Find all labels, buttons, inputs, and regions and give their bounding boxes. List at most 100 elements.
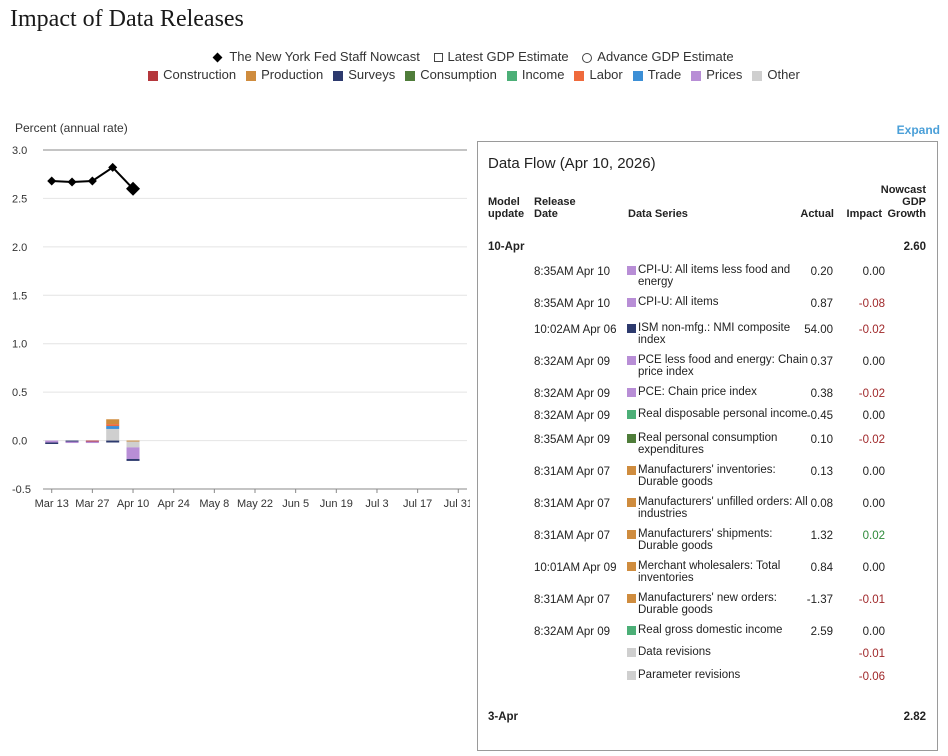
data-series-name: Data revisions	[638, 646, 711, 658]
table-row: 8:32AM Apr 09 PCE less food and energy: C…	[478, 354, 939, 380]
x-tick-label: Jul 3	[365, 498, 388, 510]
legend-labor-label: Labor	[589, 67, 623, 82]
nowcast-point	[47, 176, 57, 186]
nowcast-point	[87, 176, 97, 186]
impact-bar-segment	[85, 441, 99, 444]
impact-value: -0.08	[858, 298, 885, 310]
legend-production[interactable]: Production	[246, 67, 323, 82]
legend-latest-gdp[interactable]: Latest GDP Estimate	[433, 49, 569, 64]
actual-value: 0.10	[810, 434, 833, 446]
table-row: 8:32AM Apr 09 Real gross domestic income 2…	[478, 624, 939, 650]
impact-value: 0.00	[862, 266, 885, 278]
data-series-name: Manufacturers' inventories: Durable good…	[638, 464, 776, 488]
impact-bar-segment	[65, 440, 79, 443]
x-tick-label: Jul 17	[403, 498, 432, 510]
category-swatch-icon	[627, 671, 636, 680]
actual-value: 0.08	[810, 498, 833, 510]
legend-nowcast-label: The New York Fed Staff Nowcast	[229, 49, 420, 64]
y-tick-label: 0.5	[12, 387, 27, 399]
y-tick-label: 2.0	[12, 242, 27, 254]
table-row: 8:31AM Apr 07 Manufacturers' new orders: …	[478, 592, 939, 618]
y-tick-label: 0.0	[12, 436, 27, 448]
data-series-name: Real gross domestic income	[638, 624, 783, 636]
impact-value: 0.02	[862, 530, 885, 542]
impact-bar-segment	[45, 442, 59, 445]
actual-value: 0.20	[810, 266, 833, 278]
impact-value: 0.00	[862, 562, 885, 574]
legend-nowcast[interactable]: The New York Fed Staff Nowcast	[212, 49, 420, 64]
expand-link[interactable]: Expand	[896, 123, 940, 137]
category-swatch-icon	[627, 626, 636, 635]
legend-income[interactable]: Income	[506, 67, 564, 82]
release-date: 8:32AM Apr 09	[534, 388, 611, 400]
impact-bar-segment	[126, 440, 140, 443]
category-swatch-icon	[627, 324, 636, 333]
release-date: 8:32AM Apr 09	[534, 626, 611, 638]
category-swatch-icon	[627, 356, 636, 365]
impact-value: -0.02	[858, 324, 885, 336]
actual-value: 0.84	[810, 562, 833, 574]
y-tick-label: 3.0	[12, 145, 27, 157]
legend-consumption[interactable]: Consumption	[405, 67, 497, 82]
x-tick-label: Mar 27	[75, 498, 109, 510]
impact-value: -0.02	[858, 388, 885, 400]
header-impact: Impact	[846, 208, 882, 220]
category-swatch-icon	[627, 298, 636, 307]
legend-prices[interactable]: Prices	[691, 67, 742, 82]
legend-construction-label: Construction	[163, 67, 237, 82]
consumption-swatch-icon	[405, 70, 416, 81]
diamond-marker-icon	[212, 52, 223, 63]
labor-swatch-icon	[574, 70, 585, 81]
model-update-date: 3-Apr	[488, 711, 519, 723]
data-series-name: Manufacturers' new orders: Durable goods	[638, 592, 777, 616]
header-data-series: Data Series	[628, 208, 688, 220]
nowcast-growth-value: 2.82	[903, 711, 926, 723]
category-swatch-icon	[627, 466, 636, 475]
release-date: 8:31AM Apr 07	[534, 466, 611, 478]
prices-swatch-icon	[691, 70, 702, 81]
data-series-name: Manufacturers' unfilled orders: All indu…	[638, 496, 808, 520]
legend-trade-label: Trade	[647, 67, 682, 82]
legend-categories: Construction Production Surveys Consumption…	[0, 67, 948, 82]
y-tick-label: -0.5	[12, 484, 31, 496]
impact-value: -0.02	[858, 434, 885, 446]
x-tick-label: Jun 5	[282, 498, 309, 510]
category-swatch-icon	[627, 648, 636, 657]
release-date: 10:01AM Apr 09	[534, 562, 617, 574]
actual-value: 0.87	[810, 298, 833, 310]
legend-labor[interactable]: Labor	[574, 67, 623, 82]
table-row: 8:31AM Apr 07 Manufacturers' shipments: D…	[478, 528, 939, 554]
table-row: 8:35AM Apr 10 CPI-U: All items 0.87 -0.08	[478, 296, 939, 322]
impact-bar-segment	[126, 458, 140, 461]
table-row: 10:01AM Apr 09 Merchant wholesalers: Tota…	[478, 560, 939, 586]
impact-bar-segment	[65, 441, 79, 444]
release-date: 10:02AM Apr 06	[534, 324, 617, 336]
construction-swatch-icon	[148, 70, 159, 81]
x-tick-label: Jul 31	[444, 498, 470, 510]
x-tick-label: Apr 24	[157, 498, 189, 510]
y-tick-label: 1.0	[12, 339, 27, 351]
legend-other[interactable]: Other	[752, 67, 800, 82]
table-row: 8:32AM Apr 09 PCE: Chain price index 0.38 -…	[478, 386, 939, 412]
release-date: 8:35AM Apr 10	[534, 298, 611, 310]
y-tick-label: 2.5	[12, 193, 27, 205]
category-swatch-icon	[627, 434, 636, 443]
data-series-name: ISM non-mfg.: NMI composite index	[638, 322, 791, 346]
x-tick-label: May 8	[199, 498, 229, 510]
actual-value: -0.45	[806, 410, 833, 422]
release-date: 8:35AM Apr 09	[534, 434, 611, 446]
data-series-name: CPI-U: All items less food and energy	[638, 264, 791, 288]
actual-value: 0.13	[810, 466, 833, 478]
table-row: 8:31AM Apr 07 Manufacturers' unfilled ord…	[478, 496, 939, 522]
x-tick-label: May 22	[237, 498, 273, 510]
nowcast-point	[67, 177, 77, 187]
data-series-name: PCE less food and energy: Chain price in…	[638, 354, 809, 378]
impact-value: 0.00	[862, 466, 885, 478]
legend-trade[interactable]: Trade	[632, 67, 682, 82]
legend-construction[interactable]: Construction	[148, 67, 236, 82]
release-date: 8:32AM Apr 09	[534, 410, 611, 422]
category-swatch-icon	[627, 498, 636, 507]
legend-advance-gdp[interactable]: Advance GDP Estimate	[582, 49, 734, 64]
legend-surveys[interactable]: Surveys	[333, 67, 395, 82]
release-date: 8:31AM Apr 07	[534, 530, 611, 542]
